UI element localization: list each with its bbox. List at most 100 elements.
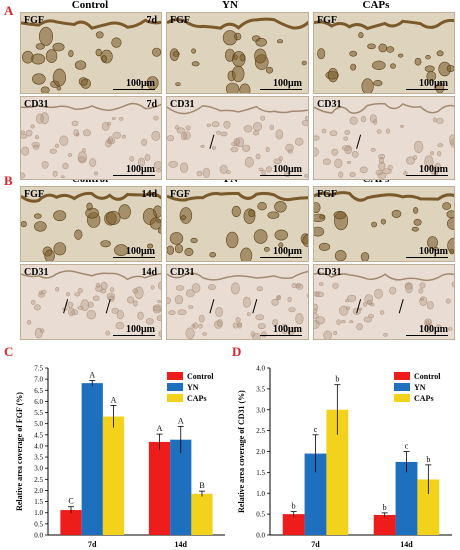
scale-bar-label: 100μm xyxy=(273,78,302,89)
scale-bar xyxy=(113,256,155,258)
column-header-caps: CAPs xyxy=(362,0,390,11)
scale-bar-label: 100μm xyxy=(419,324,448,335)
y-tick-label: 6.5 xyxy=(34,387,43,395)
scale-bar xyxy=(406,256,448,258)
y-tick-label: 2.0 xyxy=(256,448,265,456)
chart-fgf: 0.0 0.5 1.0 1.5 2.0 2.5 3.0 3.5 4.0 4.5 5.0 5.5 6.0 6… xyxy=(15,365,225,549)
section-label-b: B xyxy=(4,173,13,188)
scale-bar xyxy=(113,334,155,336)
stain-label: CD31 xyxy=(24,267,49,278)
day-label: 7d xyxy=(146,99,157,110)
significance-label: A xyxy=(178,416,184,425)
significance-label: c xyxy=(405,442,409,451)
legend-label: Control xyxy=(187,372,214,381)
legend-label: Control xyxy=(414,372,441,381)
bar-caps-14d xyxy=(417,479,440,535)
significance-label: b xyxy=(426,455,430,464)
y-tick-label: 0.0 xyxy=(34,532,43,540)
micrograph-cd31-14d-caps: CD31 100μm xyxy=(313,264,455,340)
column-header-control: Control xyxy=(71,0,109,11)
y-tick-label: 4.0 xyxy=(34,442,43,450)
x-tick-label: 7d xyxy=(311,540,320,549)
significance-label: b xyxy=(335,375,339,384)
legend-label: CAPs xyxy=(414,394,434,403)
y-tick-label: 3.0 xyxy=(256,406,265,414)
y-axis-label: Relative area coverage of CD31 (%) xyxy=(237,390,246,513)
stain-label: CD31 xyxy=(170,99,195,110)
significance-label: c xyxy=(314,425,318,434)
y-tick-label: 3.5 xyxy=(256,385,265,393)
stain-label: CD31 xyxy=(170,267,195,278)
bar-yn-7d xyxy=(304,453,327,535)
legend-label: CAPs xyxy=(187,394,207,403)
stain-label: CD31 xyxy=(317,267,342,278)
legend-swatch-caps xyxy=(167,394,183,402)
legend-label: YN xyxy=(187,383,199,392)
scale-bar xyxy=(260,174,302,176)
y-tick-label: 3.5 xyxy=(34,454,43,462)
micrograph-cd31-14d-control: CD31 14d 100μm xyxy=(20,264,162,340)
micrograph-fgf-14d-control: FGF 14d 100μm xyxy=(20,186,162,262)
scale-bar-label: 100μm xyxy=(126,78,155,89)
bar-caps-7d xyxy=(326,409,349,535)
scale-bar-label: 100μm xyxy=(273,246,302,257)
y-tick-label: 0.5 xyxy=(256,511,265,519)
day-label: 7d xyxy=(146,15,157,26)
legend-swatch-yn xyxy=(167,383,183,391)
column-header-yn: YN xyxy=(222,0,238,11)
bar-yn-7d xyxy=(81,383,103,535)
section-label-c: C xyxy=(4,344,14,359)
significance-label: b xyxy=(383,503,387,512)
legend-swatch-control xyxy=(394,372,410,380)
scale-bar xyxy=(406,88,448,90)
micrograph-cd31-14d-yn: CD31 100μm xyxy=(166,264,309,340)
x-tick-label: 14d xyxy=(400,540,413,549)
bar-caps-7d xyxy=(102,416,125,535)
scale-bar xyxy=(260,334,302,336)
scale-bar xyxy=(113,88,155,90)
significance-label: A xyxy=(89,370,95,379)
micrograph-fgf-14d-caps: FGF 100μm xyxy=(313,186,455,262)
stain-label: FGF xyxy=(317,189,337,200)
significance-label: A xyxy=(111,395,117,404)
y-tick-label: 5.0 xyxy=(34,420,43,428)
y-tick-label: 4.5 xyxy=(34,431,43,439)
y-tick-label: 3.0 xyxy=(34,465,43,473)
stain-label: CD31 xyxy=(317,99,342,110)
day-label: 14d xyxy=(141,267,157,278)
y-tick-label: 4.0 xyxy=(256,365,265,373)
stain-label: FGF xyxy=(317,15,337,26)
y-tick-label: 0.5 xyxy=(34,520,43,528)
bar-caps-14d xyxy=(191,493,213,535)
y-tick-label: 7.0 xyxy=(34,376,43,384)
stain-label: CD31 xyxy=(24,99,49,110)
bar-yn-14d xyxy=(395,461,418,535)
scale-bar-label: 100μm xyxy=(419,246,448,257)
x-tick-label: 7d xyxy=(88,540,97,549)
y-tick-label: 1.0 xyxy=(34,509,43,517)
section-label-d: D xyxy=(232,344,242,359)
significance-label: b xyxy=(292,502,296,511)
legend-swatch-control xyxy=(167,372,183,380)
scale-bar xyxy=(260,88,302,90)
significance-label: C xyxy=(68,497,73,506)
legend-swatch-caps xyxy=(394,394,410,402)
y-tick-label: 1.5 xyxy=(34,498,43,506)
x-tick-label: 14d xyxy=(175,540,188,549)
micrograph-fgf-14d-yn: FGF 100μm xyxy=(166,186,309,262)
significance-label: B xyxy=(199,481,204,490)
bar-control-7d xyxy=(282,514,305,535)
scale-bar xyxy=(113,174,155,176)
y-tick-label: 1.5 xyxy=(256,469,265,477)
stain-label: FGF xyxy=(170,15,190,26)
bar-control-7d xyxy=(60,510,82,535)
scale-bar-label: 100μm xyxy=(126,324,155,335)
y-tick-label: 0.0 xyxy=(256,532,265,540)
y-tick-label: 2.5 xyxy=(34,476,43,484)
micrograph-cd31-7d-yn: CD31 100μm xyxy=(166,96,309,180)
stain-label: FGF xyxy=(170,189,190,200)
bar-yn-14d xyxy=(170,439,192,535)
y-tick-label: 7.5 xyxy=(34,365,43,373)
stain-label: FGF xyxy=(24,15,44,26)
section-label-a: A xyxy=(4,3,14,18)
